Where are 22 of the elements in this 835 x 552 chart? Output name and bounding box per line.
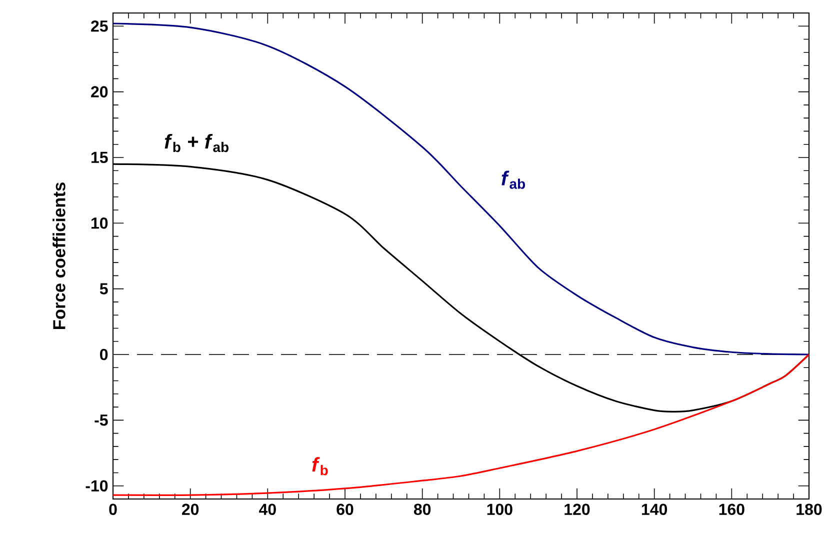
y-tick-label: -10: [86, 480, 108, 492]
y-tick-label: 25: [91, 20, 108, 32]
x-tick-label: 180: [796, 504, 822, 516]
y-tick-label: 20: [91, 86, 108, 98]
y-tick-label: 15: [92, 152, 108, 164]
x-tick-label: 160: [719, 504, 744, 516]
series-label: f$_{b}$: [312, 457, 328, 476]
y-tick-label: 10: [92, 217, 108, 229]
x-tick-label: 80: [414, 504, 431, 516]
x-tick-label: 60: [336, 504, 354, 516]
x-tick-label: 140: [642, 504, 668, 516]
y-tick-label: 0: [100, 348, 108, 360]
x-tick-label: 0: [109, 504, 117, 516]
x-tick-label: 40: [259, 504, 276, 516]
series-label: f$_{ab}$: [502, 170, 526, 189]
legend-label: f$_{b}$ + f$_{ab}$: [164, 134, 228, 152]
y-tick-label: -5: [94, 414, 108, 426]
x-tick-label: 120: [564, 504, 590, 516]
y-axis-title: Force coefficients: [52, 182, 66, 330]
y-tick-label: 5: [100, 283, 108, 294]
x-tick-label: 20: [182, 504, 199, 516]
x-tick-label: 100: [487, 504, 512, 516]
